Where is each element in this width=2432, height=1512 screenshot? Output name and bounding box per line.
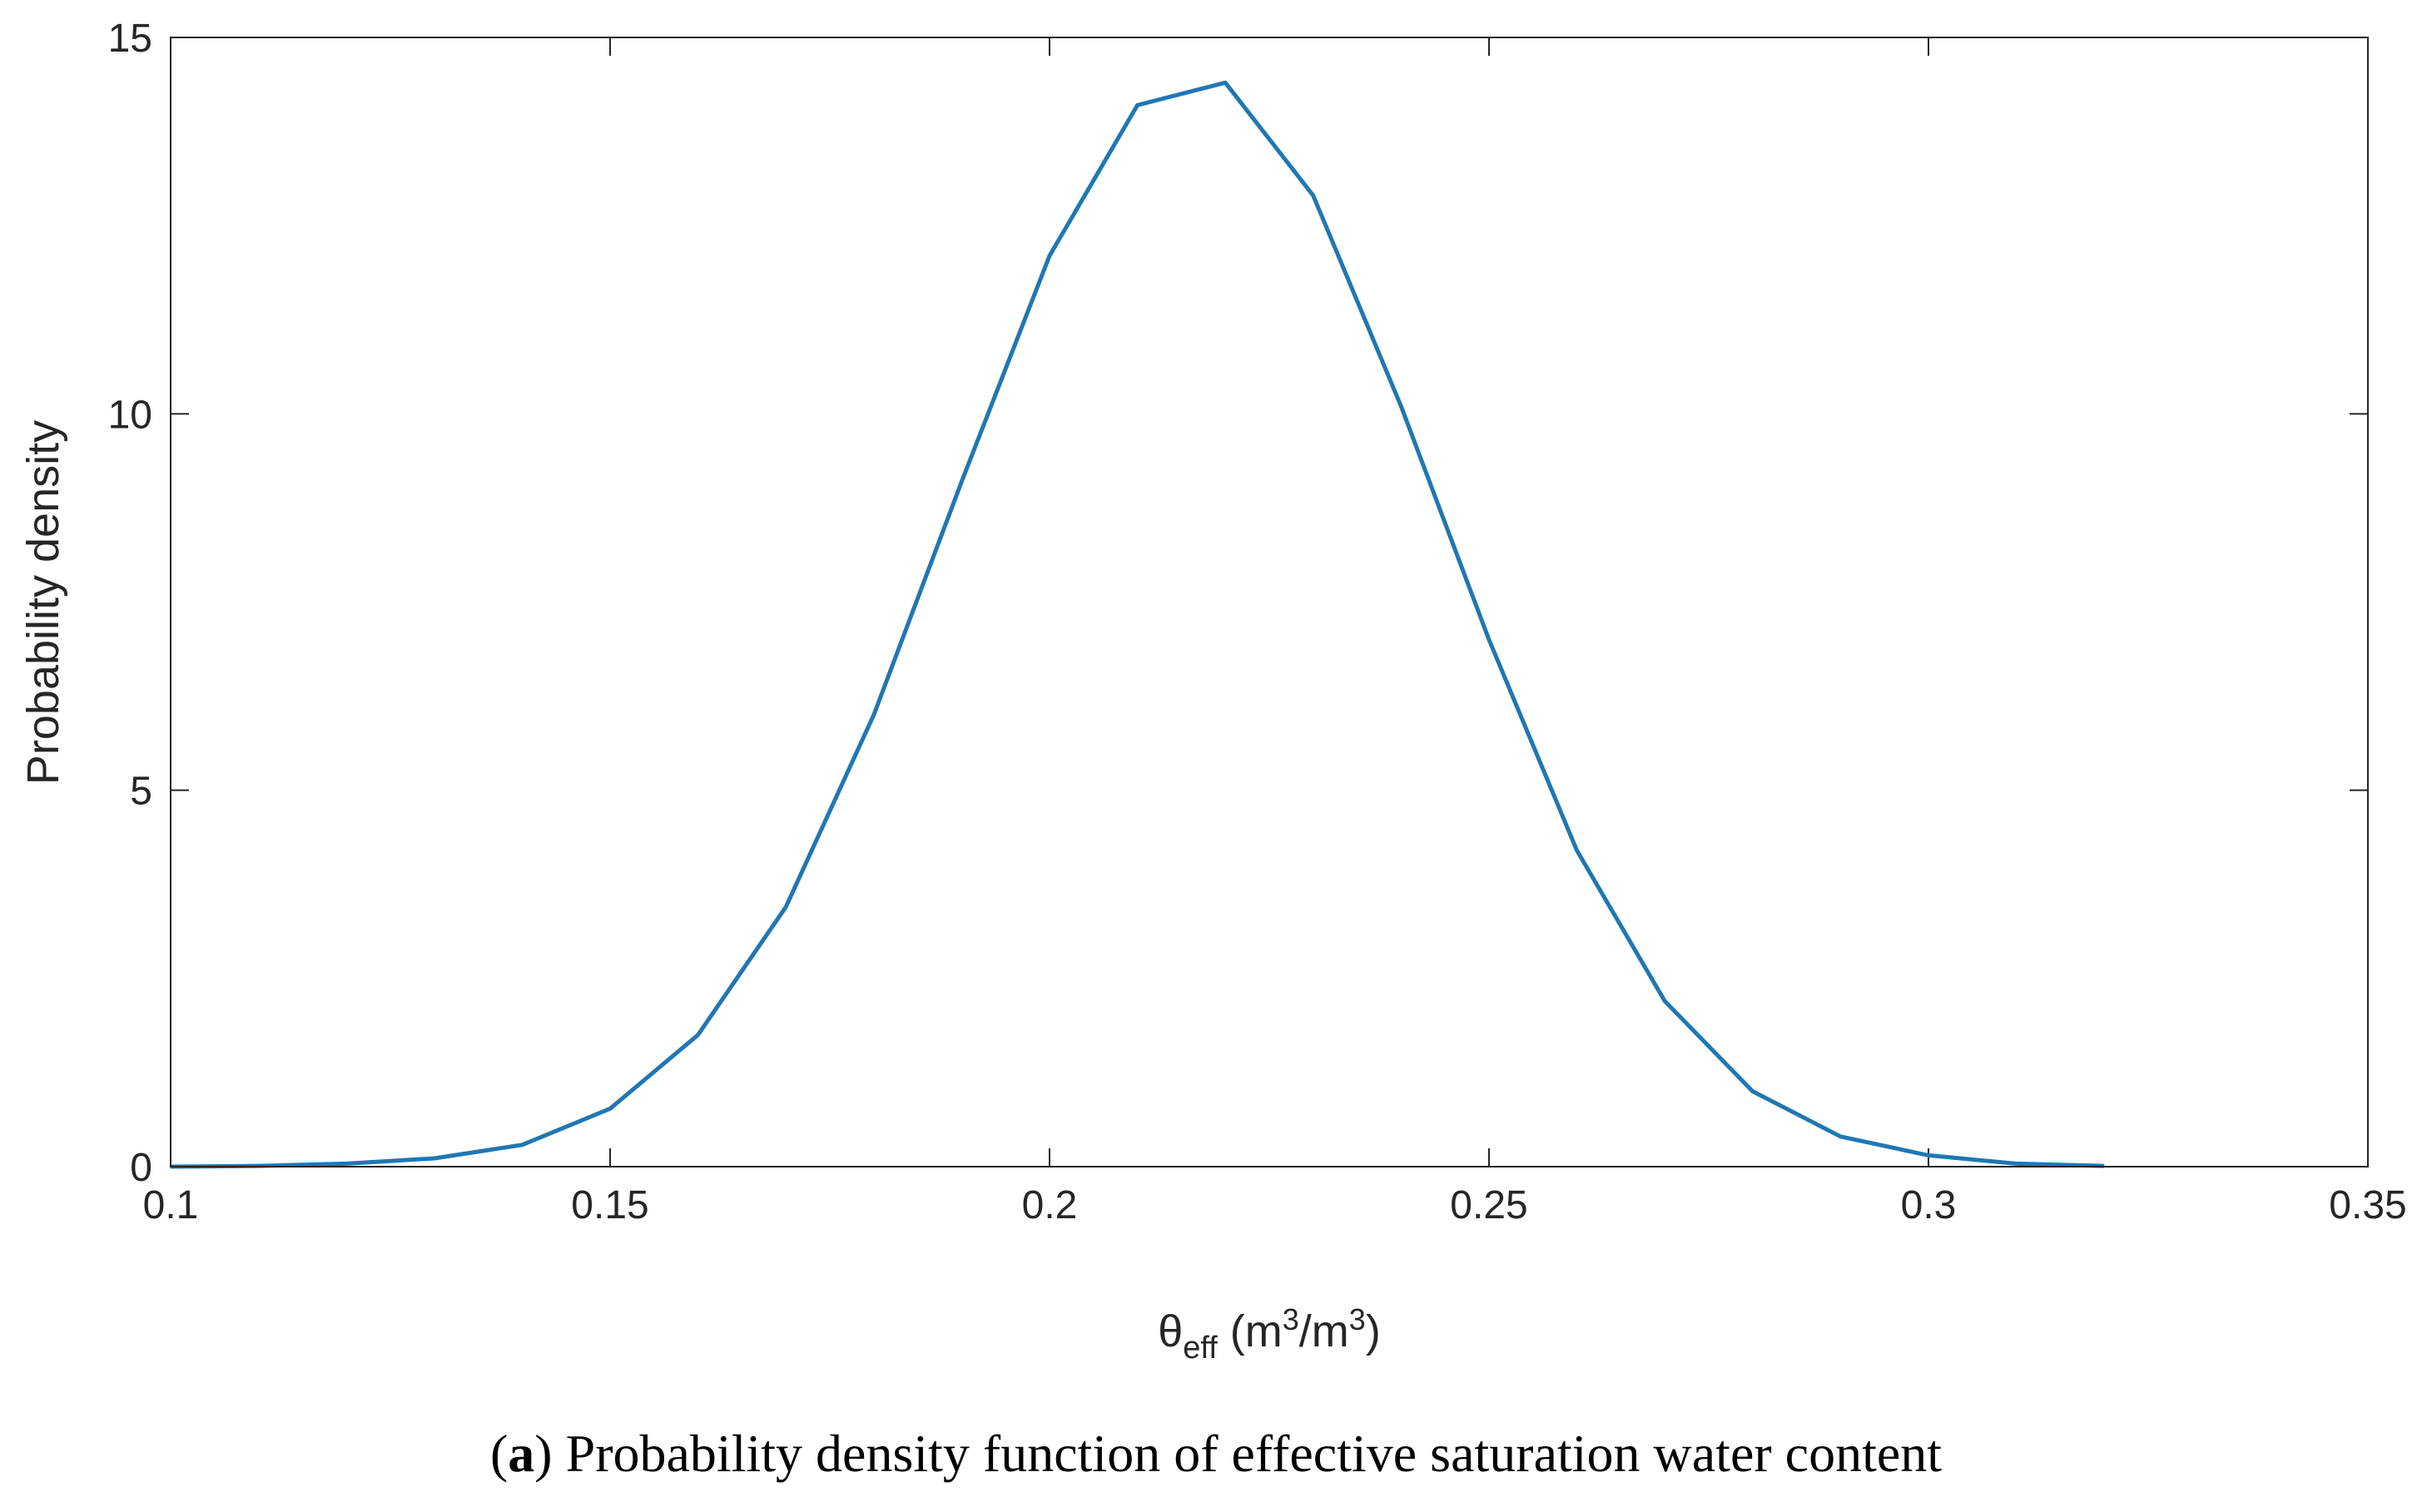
x-tick-label: 0.25	[1450, 1183, 1527, 1227]
caption-close: )	[534, 1424, 553, 1483]
plot-area	[171, 37, 2368, 1167]
caption-open: (	[489, 1424, 509, 1483]
caption-text: Probability density function of effectiv…	[552, 1424, 1943, 1483]
axes-box	[170, 37, 2369, 1167]
x-tick-label: 0.2	[1022, 1183, 1078, 1227]
x-tick-label: 0.35	[2329, 1183, 2406, 1227]
x-axis-label-sup2: 3	[1349, 1302, 1366, 1336]
x-axis-label: θeff (m3/m3)	[1158, 1302, 1381, 1366]
figure-caption: (a) Probability density function of effe…	[0, 1423, 2432, 1485]
x-tick-label: 0.15	[571, 1183, 648, 1227]
x-axis-label-unit-open: (m	[1218, 1306, 1283, 1356]
y-tick-label: 5	[130, 770, 152, 814]
x-axis-label-sup1: 3	[1283, 1302, 1299, 1336]
y-tick-label: 10	[108, 393, 152, 437]
x-axis-label-symbol: θ	[1158, 1306, 1183, 1356]
x-axis-label-unit-close: )	[1366, 1306, 1381, 1356]
y-axis-label: Probability density	[18, 420, 68, 785]
x-tick-label: 0.1	[143, 1183, 199, 1227]
tick-labels-layer: 0.1 0.15 0.2 0.25 0.3 0.35 0 5 10 15	[108, 17, 2407, 1227]
series-layer	[170, 80, 2105, 1169]
y-tick-label: 15	[108, 17, 152, 61]
x-axis-label-slash: /m	[1299, 1306, 1349, 1356]
x-axis-label-subscript: eff	[1183, 1331, 1218, 1366]
caption-label: a	[508, 1424, 535, 1483]
y-tick-label: 0	[130, 1146, 152, 1190]
series-line	[170, 80, 2105, 1169]
x-tick-label: 0.3	[1901, 1183, 1957, 1227]
